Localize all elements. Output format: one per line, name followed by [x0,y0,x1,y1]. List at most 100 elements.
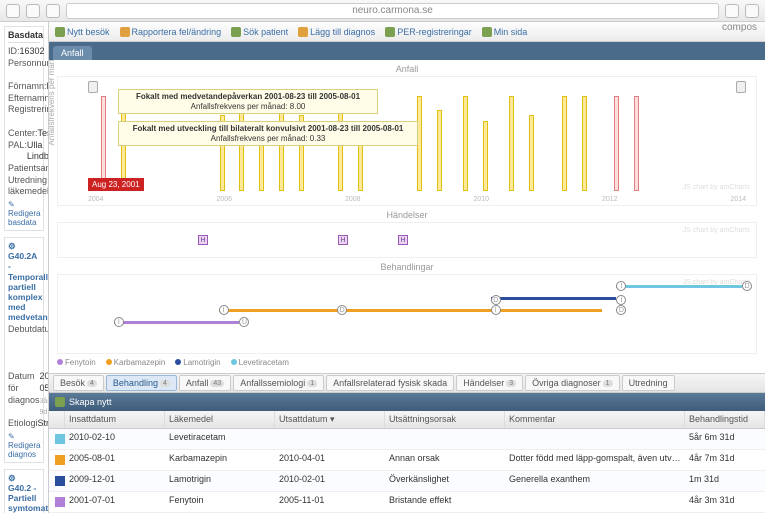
cell: Karbamazepin [165,450,275,470]
back-button[interactable] [6,4,20,18]
treatment-track [491,297,617,300]
sidebar: BasdataID:16302Personnummer:19751224-896… [0,22,49,513]
col-header[interactable]: Utsättningsorsak [385,411,505,428]
edit-link[interactable]: ✎ Redigera basdata [8,200,40,227]
content-tab-row: Anfall [49,42,765,60]
mid-tab[interactable]: Besök 4 [53,375,104,391]
y-axis-label: Anfallsfrekvens per månad (Log) [49,60,56,146]
track-endpoint: I [491,305,501,315]
new-tab-button[interactable] [745,4,759,18]
toolbar-link[interactable]: Sök patient [231,27,288,37]
cell [275,429,385,449]
url-bar[interactable]: neuro.carmona.se [66,3,719,19]
tooltip-2-line2: Anfallsfrekvens per månad: 0.33 [211,134,326,143]
mid-tab[interactable]: Övriga diagnoser 1 [525,375,619,391]
legend-item: Fenytoin [57,358,96,367]
col-header[interactable]: Läkemedel [165,411,275,428]
treatment-track [114,321,240,324]
mid-tab[interactable]: Utredning [622,375,675,391]
mid-tab[interactable]: Anfallssemiologi 1 [233,375,324,391]
mid-tab[interactable]: Händelser 3 [456,375,523,391]
cell [385,429,505,449]
field-label: Personnummer: [8,58,49,81]
event-marker[interactable]: H [398,235,408,245]
behandlingar-chart: JS chart by amCharts DIIDIDDIIU [57,274,757,354]
field-label: Registreringsdatum: [8,104,49,127]
field-label: Center: [8,128,38,140]
watermark-2: JS chart by amCharts [683,227,750,234]
col-header[interactable] [49,411,65,428]
chart-bar [562,96,567,191]
chart-bar [437,110,442,191]
cell: Generella exanthem [505,471,685,491]
edit-link[interactable]: ✎ Redigera diagnos [8,432,40,459]
chart-bar [483,121,488,191]
track-endpoint: U [239,317,249,327]
chart-bar [582,96,587,191]
field-label: PAL: [8,140,27,163]
toolbar-link[interactable]: Nytt besök [55,27,110,37]
row-color-icon [55,455,65,465]
row-color-icon [55,497,65,507]
field-value: 16302 [20,46,45,58]
forward-button[interactable] [26,4,40,18]
row-color-icon [55,434,65,444]
toolbar-link[interactable]: Min sida [482,27,528,37]
brand-logo: compos [722,22,757,33]
tooltip-1: Fokalt med medvetandepåverkan 2001-08-23… [118,89,378,114]
x-tick: 2012 [602,196,618,203]
col-header[interactable]: Insattdatum [65,411,165,428]
legend: FenytoinKarbamazepinLamotriginLevetirace… [57,358,757,367]
table-row[interactable]: 2010-02-10Levetiracetam5år 6m 31d [49,429,765,450]
toolbar-link[interactable]: Rapportera fel/ändring [120,27,222,37]
handelser-chart: JS chart by amCharts H H H [57,222,757,258]
cell [505,492,685,512]
share-button[interactable] [725,4,739,18]
event-marker[interactable]: H [338,235,348,245]
cell: 2001-07-01 [65,492,165,512]
field-label: Efternamn: [8,93,49,105]
mid-tab[interactable]: Anfall 43 [179,375,231,391]
cell [505,429,685,449]
cell: 2010-02-10 [65,429,165,449]
mid-tab[interactable]: Behandling 4 [106,375,177,391]
cell: 2010-02-01 [275,471,385,491]
x-tick: 2004 [88,196,104,203]
create-bar[interactable]: Skapa nytt [49,393,765,411]
watermark-1: JS chart by amCharts [683,184,750,191]
table-row[interactable]: 2009-12-01Lamotrigin2010-02-01Överkänsli… [49,471,765,492]
chart-bar [529,115,534,191]
cell: Bristande effekt [385,492,505,512]
tab-anfall[interactable]: Anfall [53,46,92,60]
main-area: Nytt besök Rapportera fel/ändring Sök pati… [49,22,765,513]
col-header[interactable]: Behandlingstid [685,411,765,428]
field-value: Testcenter [38,128,49,140]
toolbar-link[interactable]: Lägg till diagnos [298,27,375,37]
legend-item: Karbamazepin [106,358,166,367]
treatment-track [219,309,603,312]
diagnosis-title-2[interactable]: ⚙ G40.2 - Partiell symtomatisk epilepsi … [8,473,40,513]
cell: 2005-11-01 [275,492,385,512]
toolbar: Nytt besök Rapportera fel/ändring Sök pati… [49,22,765,42]
chart-bar [101,96,106,191]
chart-bar [634,96,639,191]
toolbar-link[interactable]: PER-registreringar [385,27,472,37]
anfall-title: Anfall [57,64,757,74]
col-header[interactable]: Utsattdatum ▾ [275,411,385,428]
diagnosis-title[interactable]: ⚙ G40.2A - Temporallobsepilepsi partiell… [8,241,40,323]
track-endpoint: I [114,317,124,327]
legend-item: Levetiracetam [231,358,289,367]
cell: 2005-08-01 [65,450,165,470]
table-row[interactable]: 2001-07-01Fenytoin2005-11-01Bristande ef… [49,492,765,513]
toolbar-icon [55,27,65,37]
col-header[interactable]: Kommentar [505,411,685,428]
track-endpoint: I [616,295,626,305]
tooltip-1-line2: Anfallsfrekvens per månad: 8.00 [191,102,306,111]
tabs-button[interactable] [46,4,60,18]
table-row[interactable]: 2005-08-01Karbamazepin2010-04-01Annan or… [49,450,765,471]
toolbar-icon [385,27,395,37]
cell: Dotter född med läpp-gomspalt, även utve… [505,450,685,470]
track-endpoint: I [219,305,229,315]
mid-tab[interactable]: Anfallsrelaterad fysisk skada [326,375,454,391]
event-marker[interactable]: H [198,235,208,245]
